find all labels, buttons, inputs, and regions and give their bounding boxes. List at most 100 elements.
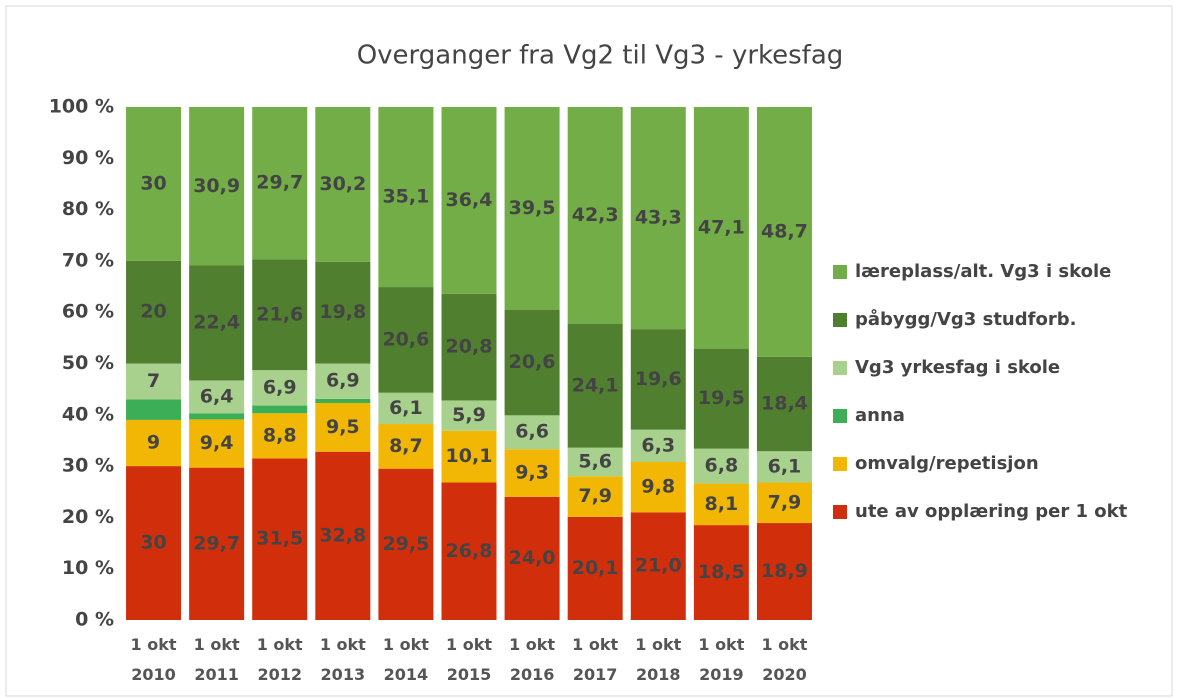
bar-segment	[126, 107, 182, 261]
bar-segment	[315, 398, 371, 404]
bar-segment	[567, 323, 623, 448]
data-label: 9,5	[326, 416, 360, 438]
data-label: 9,8	[641, 476, 675, 498]
bar-segment	[567, 476, 623, 517]
bar-segment	[756, 356, 812, 452]
bar-segment	[252, 259, 308, 371]
y-tick-label: 80 %	[62, 198, 114, 220]
data-label: 42,3	[572, 204, 619, 226]
data-label: 39,5	[509, 197, 556, 219]
bar-segment	[315, 403, 371, 452]
data-label: 26,8	[446, 540, 493, 562]
data-label: 20,6	[382, 328, 429, 350]
bar-segment	[441, 482, 497, 620]
bar-segment	[378, 287, 434, 393]
legend-label: læreplass/alt. Vg3 i skole	[855, 261, 1111, 282]
data-label: 6,8	[705, 455, 739, 477]
data-label: 21,6	[256, 303, 303, 325]
x-tick-label: 1 okt 2010	[130, 635, 177, 684]
bar-segment	[630, 461, 686, 513]
y-tick-label: 30 %	[62, 455, 114, 477]
y-tick-label: 40 %	[62, 403, 114, 425]
bar-segment	[315, 363, 371, 399]
x-tick-label: 1 okt 2016	[509, 635, 556, 684]
data-label: 29,7	[256, 172, 303, 194]
x-tick-label: 1 okt 2011	[193, 635, 240, 684]
x-tick-label: 1 okt 2015	[446, 635, 492, 684]
legend-label: anna	[855, 405, 905, 426]
data-label: 47,1	[698, 216, 745, 238]
y-tick-label: 50 %	[62, 352, 114, 374]
bar-segment	[630, 107, 686, 330]
bar-segment	[630, 329, 686, 430]
bar-segment	[630, 429, 686, 462]
data-label: 18,4	[761, 393, 808, 415]
y-tick-label: 100 %	[49, 96, 114, 118]
data-label: 32,8	[319, 524, 366, 546]
legend-label: omvalg/repetisjon	[855, 453, 1039, 474]
bar-segment	[126, 399, 182, 420]
bar-segment	[378, 107, 434, 288]
bar-segment	[756, 523, 812, 620]
legend-label: påbygg/Vg3 studforb.	[855, 308, 1076, 330]
bar-segment	[315, 107, 371, 262]
legend-swatch	[833, 409, 847, 423]
data-label: 6,1	[768, 455, 802, 477]
data-label: 48,7	[761, 220, 808, 242]
data-label: 35,1	[382, 186, 429, 208]
bar-segment	[693, 107, 749, 349]
data-label: 30	[140, 532, 166, 554]
bar-segment	[693, 525, 749, 620]
legend-swatch	[833, 313, 847, 327]
legend-swatch	[833, 361, 847, 375]
data-label: 18,5	[698, 561, 745, 583]
bar-segment	[441, 293, 497, 401]
bar-segment	[189, 107, 245, 266]
data-label: 9	[147, 432, 160, 454]
data-label: 19,8	[319, 301, 366, 323]
data-label: 7,9	[578, 485, 612, 507]
bar-segment	[441, 107, 497, 294]
bar-segment	[756, 482, 812, 524]
bar-segment	[189, 380, 245, 414]
y-tick-label: 0 %	[75, 609, 114, 631]
data-label: 8,8	[263, 424, 297, 446]
data-label: 22,4	[193, 311, 240, 333]
bar-segment	[441, 400, 497, 431]
bar-segment	[504, 496, 560, 620]
bar-segment	[756, 107, 812, 357]
data-label: 24,0	[509, 547, 556, 569]
legend-label: ute av opplæring per 1 okt	[855, 501, 1128, 522]
bar-segment	[378, 392, 434, 425]
data-label: 20	[140, 301, 166, 323]
bar-segment	[504, 107, 560, 310]
bar-segment	[504, 309, 560, 416]
x-tick-label: 1 okt 2012	[256, 635, 303, 684]
data-label: 20,8	[446, 336, 493, 358]
bar-segment	[504, 415, 560, 450]
data-label: 9,4	[200, 432, 234, 454]
bar-segment	[567, 107, 623, 324]
data-label: 6,4	[200, 385, 234, 407]
data-label: 6,3	[641, 434, 675, 456]
data-label: 36,4	[446, 189, 493, 211]
bar-segment	[252, 107, 308, 260]
legend-label: Vg3 yrkesfag i skole	[855, 357, 1060, 378]
bar-segment	[378, 468, 434, 620]
legend-swatch	[833, 457, 847, 471]
legend-swatch	[833, 505, 847, 519]
legend-swatch	[833, 265, 847, 279]
bar-segment	[189, 413, 245, 420]
bar-segment	[441, 430, 497, 483]
data-label: 18,9	[761, 560, 808, 582]
data-label: 6,9	[326, 370, 360, 392]
data-label: 20,6	[509, 351, 556, 373]
bar-segment	[189, 419, 245, 468]
data-label: 5,6	[578, 450, 612, 472]
data-label: 30,9	[193, 175, 240, 197]
bar-segment	[189, 467, 245, 620]
data-label: 6,9	[263, 376, 297, 398]
bar-segment	[252, 413, 308, 459]
data-label: 6,6	[515, 421, 549, 443]
